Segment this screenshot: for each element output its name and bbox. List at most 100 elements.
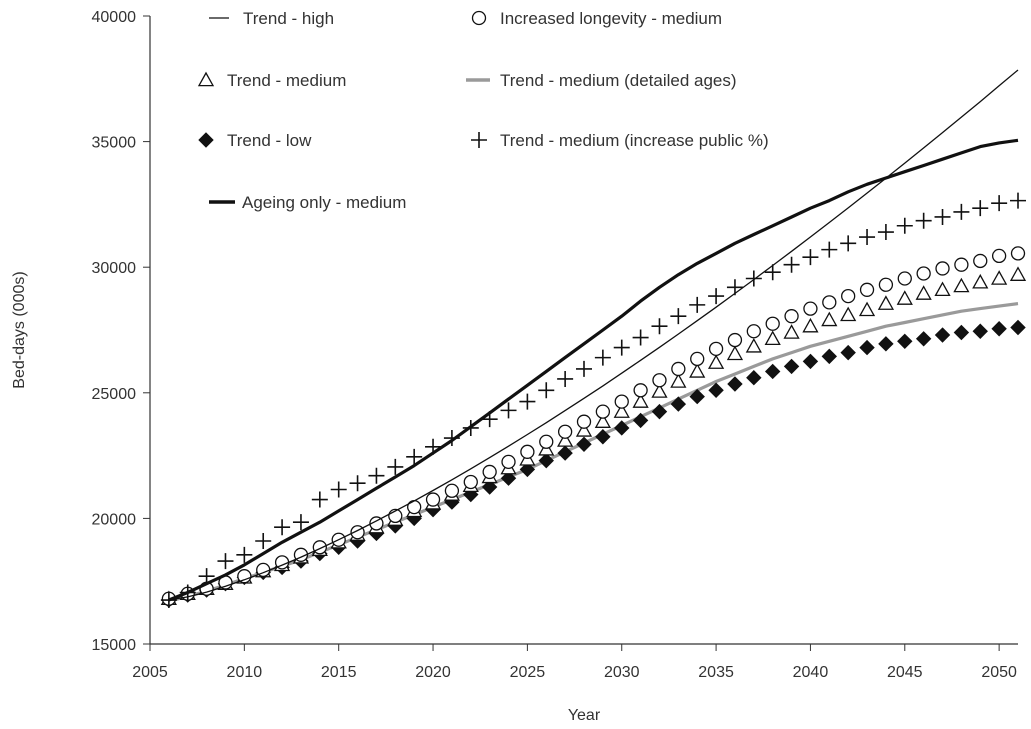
- y-tick-label: 25000: [92, 386, 137, 403]
- x-tick-label: 2025: [510, 664, 546, 681]
- data-point-trend-medium-increase-public: [877, 224, 894, 241]
- data-point-increased-longevity-medium: [746, 324, 761, 339]
- data-point-trend-medium: [745, 337, 762, 353]
- legend-label: Trend - medium (increase public %): [500, 131, 769, 150]
- data-point-trend-medium-increase-public: [783, 256, 800, 273]
- axes: [149, 16, 1018, 645]
- data-point-increased-longevity-medium: [520, 444, 535, 459]
- data-point-increased-longevity-medium: [407, 499, 422, 515]
- series-line-ageing-only-medium: [168, 138, 1019, 602]
- data-point-trend-medium-increase-public: [292, 514, 309, 531]
- data-point-increased-longevity-medium: [690, 351, 705, 367]
- data-point-trend-medium-increase-public: [632, 329, 649, 346]
- data-point-trend-medium-increase-public: [651, 318, 668, 335]
- legend-label: Trend - medium: [227, 71, 346, 90]
- data-point-increased-longevity-medium: [784, 309, 799, 324]
- data-point-trend-medium: [802, 317, 819, 333]
- series-trend-medium: [160, 266, 1027, 606]
- x-axis-label: Year: [568, 707, 601, 724]
- data-point-trend-low: [953, 324, 970, 341]
- data-point-trend-medium: [726, 345, 744, 361]
- data-point-increased-longevity-medium: [595, 404, 611, 419]
- data-point-increased-longevity-medium: [539, 434, 554, 449]
- data-point-trend-medium-increase-public: [991, 195, 1008, 212]
- data-point-trend-low: [670, 396, 687, 412]
- data-point-trend-medium: [575, 422, 593, 437]
- data-point-trend-medium: [613, 403, 630, 418]
- data-point-trend-low: [1010, 319, 1026, 336]
- data-point-trend-medium-increase-public: [934, 208, 951, 225]
- data-point-increased-longevity-medium: [708, 341, 724, 356]
- data-point-trend-medium: [877, 295, 895, 310]
- legend-item-trend-high: Trend - high: [209, 9, 334, 28]
- x-tick-label: 2040: [793, 664, 829, 681]
- data-point-increased-longevity-medium: [954, 257, 969, 272]
- x-tick-label: 2050: [981, 664, 1017, 681]
- data-point-trend-medium-increase-public: [613, 339, 630, 356]
- data-point-increased-longevity-medium: [482, 464, 497, 480]
- data-point-trend-medium: [934, 281, 951, 297]
- data-point-trend-medium-increase-public: [689, 296, 706, 313]
- data-point-trend-low: [576, 436, 592, 453]
- legend-label: Trend - low: [227, 131, 312, 150]
- data-point-increased-longevity-medium: [463, 474, 478, 490]
- data-point-trend-medium: [689, 363, 706, 378]
- data-point-increased-longevity-medium: [822, 295, 837, 310]
- y-tick-label: 20000: [92, 511, 137, 528]
- x-tick-label: 2015: [321, 664, 357, 681]
- series-line-trend-high: [168, 69, 1019, 601]
- data-point-trend-medium-increase-public: [198, 568, 215, 585]
- data-point-trend-low: [897, 333, 913, 350]
- x-tick-label: 2045: [887, 664, 923, 681]
- data-point-trend-medium-increase-public: [368, 467, 385, 484]
- x-axis-ticks: 2005 2010 2015 2020 2025 2030 2035 2040 2045 2050: [132, 644, 1017, 681]
- data-point-increased-longevity-medium: [897, 271, 912, 286]
- data-point-trend-medium-increase-public: [764, 264, 781, 281]
- data-point-increased-longevity-medium: [803, 301, 818, 316]
- data-point-trend-low: [859, 339, 875, 356]
- data-point-trend-medium-increase-public: [915, 212, 932, 229]
- data-point-trend-low: [708, 382, 724, 398]
- x-tick-label: 2005: [132, 664, 168, 681]
- data-point-trend-medium-increase-public: [576, 360, 592, 377]
- y-tick-label: 15000: [92, 637, 137, 654]
- data-point-increased-longevity-medium: [765, 316, 780, 331]
- series-trend-medium-increase-public: [160, 192, 1026, 609]
- data-point-trend-medium-increase-public: [708, 288, 725, 305]
- data-point-trend-low: [821, 348, 838, 365]
- data-point-trend-medium: [764, 330, 781, 346]
- legend-swatch: [471, 10, 487, 26]
- legend-label: Trend - medium (detailed ages): [500, 71, 737, 90]
- data-point-increased-longevity-medium: [916, 266, 931, 281]
- data-point-trend-low: [991, 321, 1007, 337]
- data-point-trend-low: [557, 445, 573, 461]
- data-point-trend-low: [878, 336, 894, 352]
- x-tick-label: 2030: [604, 664, 640, 681]
- data-point-increased-longevity-medium: [557, 424, 573, 439]
- data-point-trend-medium-increase-public: [160, 592, 177, 609]
- data-point-trend-medium-increase-public: [274, 519, 291, 536]
- legend-swatch: [197, 71, 215, 87]
- data-point-trend-medium: [915, 285, 932, 300]
- data-point-trend-medium: [783, 324, 800, 339]
- data-point-trend-medium-increase-public: [349, 475, 366, 492]
- data-point-trend-medium-increase-public: [500, 402, 517, 419]
- data-point-trend-low: [651, 403, 668, 420]
- data-point-trend-medium: [953, 277, 970, 293]
- data-point-increased-longevity-medium: [991, 248, 1007, 264]
- legend-label: Trend - high: [243, 9, 334, 28]
- data-point-increased-longevity-medium: [1010, 246, 1026, 261]
- legend-label: Ageing only - medium: [242, 193, 406, 212]
- legend-item-trend-medium: Trend - medium: [197, 71, 346, 90]
- series-trend-medium-detailed-ages: [168, 302, 1019, 603]
- data-point-increased-longevity-medium: [935, 261, 950, 276]
- data-point-trend-low: [802, 353, 819, 370]
- data-point-trend-medium: [1009, 266, 1027, 281]
- y-axis-ticks: 15000 20000 25000 30000 35000 40000: [92, 9, 150, 654]
- series-trend-high: [168, 69, 1019, 601]
- data-point-trend-low: [614, 420, 630, 436]
- data-point-trend-medium: [557, 432, 574, 447]
- data-point-trend-medium-increase-public: [255, 533, 272, 550]
- data-point-trend-low: [934, 327, 951, 343]
